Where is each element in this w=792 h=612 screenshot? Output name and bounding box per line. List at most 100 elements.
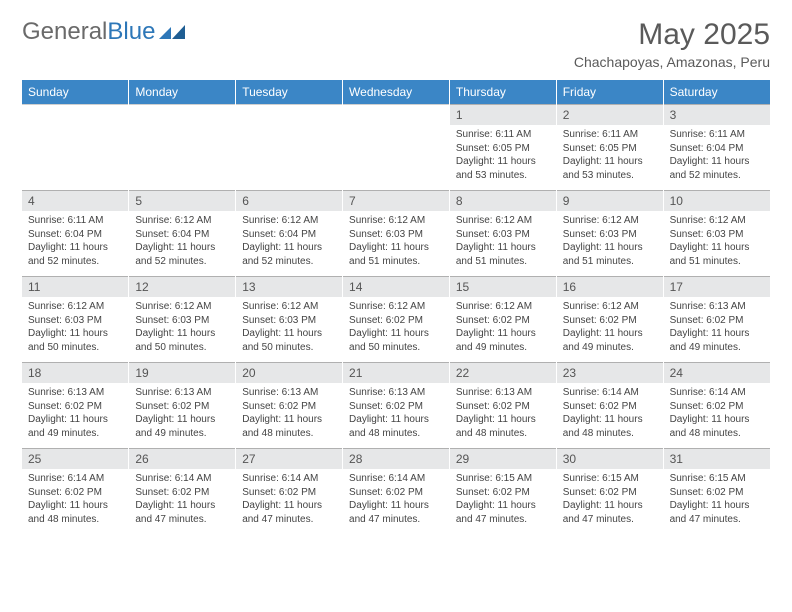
- date-content-cell: Sunrise: 6:11 AMSunset: 6:04 PMDaylight:…: [22, 211, 129, 277]
- page-subtitle: Chachapoyas, Amazonas, Peru: [574, 54, 770, 70]
- date-content-row: Sunrise: 6:14 AM Sunset: 6:02 PM Daylight:…: [22, 469, 770, 534]
- sunrise-line: Sunrise: 6:13 AM: [670, 300, 764, 314]
- date-content-cell: Sunrise: 6:14 AMSunset: 6:02 PMDaylight:…: [556, 383, 663, 449]
- date-content-cell: Sunrise: 6:13 AMSunset: 6:02 PMDaylight:…: [22, 383, 129, 449]
- date-content-cell: Sunrise: 6:14 AMSunset: 6:02 PMDaylight:…: [663, 383, 770, 449]
- date-content-cell: Sunrise: 6:14 AMSunset: 6:02 PMDaylight:…: [236, 469, 343, 534]
- date-content-cell: Sunrise: 6:12 AMSunset: 6:02 PMDaylight:…: [449, 297, 556, 363]
- date-content-row: Sunrise: 6:11 AMSunset: 6:05 PMDaylight:…: [22, 125, 770, 191]
- sunrise-line: Sunrise: 6:11 AM: [28, 214, 122, 228]
- sunset-line: Sunset: 6:04 PM: [242, 228, 336, 242]
- sunset-line: Sunset: 6:02 PM: [456, 486, 550, 500]
- sunset-line: Sunset: 6:02 PM: [349, 314, 443, 328]
- date-number-cell: 23: [556, 363, 663, 384]
- date-content-cell: Sunrise: 6:13 AMSunset: 6:02 PMDaylight:…: [236, 383, 343, 449]
- date-number-row: 11121314151617: [22, 277, 770, 298]
- date-number-cell: 26: [129, 449, 236, 470]
- date-number-cell: 10: [663, 191, 770, 212]
- date-number-cell: 17: [663, 277, 770, 298]
- page-title: May 2025: [574, 18, 770, 52]
- sunrise-line: Sunrise: 6:12 AM: [456, 214, 550, 228]
- calendar-table: Sunday Monday Tuesday Wednesday Thursday…: [22, 80, 770, 534]
- date-content-cell: [343, 125, 450, 191]
- sunrise-line: Sunrise: 6:14 AM: [135, 472, 229, 486]
- date-number-row: 25262728293031: [22, 449, 770, 470]
- daylight-line: Daylight: 11 hours and 48 minutes.: [670, 413, 764, 440]
- sunset-line: Sunset: 6:03 PM: [670, 228, 764, 242]
- date-content-cell: Sunrise: 6:12 AMSunset: 6:04 PMDaylight:…: [236, 211, 343, 277]
- daylight-line: Daylight: 11 hours and 48 minutes.: [28, 499, 122, 526]
- daylight-line: Daylight: 11 hours and 48 minutes.: [242, 413, 336, 440]
- sunrise-line: Sunrise: 6:12 AM: [349, 214, 443, 228]
- date-content-cell: [22, 125, 129, 191]
- sunset-line: Sunset: 6:03 PM: [456, 228, 550, 242]
- date-number-cell: 27: [236, 449, 343, 470]
- date-content-row: Sunrise: 6:12 AMSunset: 6:03 PMDaylight:…: [22, 297, 770, 363]
- date-number-cell: 31: [663, 449, 770, 470]
- date-number-cell: 28: [343, 449, 450, 470]
- date-content-cell: Sunrise: 6:12 AMSunset: 6:03 PMDaylight:…: [663, 211, 770, 277]
- date-number-cell: 3: [663, 105, 770, 126]
- daylight-line: Daylight: 11 hours and 53 minutes.: [456, 155, 550, 182]
- daylight-line: Daylight: 11 hours and 47 minutes.: [349, 499, 443, 526]
- sunrise-line: Sunrise: 6:11 AM: [563, 128, 657, 142]
- date-content-cell: Sunrise: 6:11 AMSunset: 6:05 PMDaylight:…: [449, 125, 556, 191]
- sunset-line: Sunset: 6:03 PM: [135, 314, 229, 328]
- date-content-cell: Sunrise: 6:15 AMSunset: 6:02 PMDaylight:…: [663, 469, 770, 534]
- date-number-cell: 15: [449, 277, 556, 298]
- date-number-cell: [343, 105, 450, 126]
- date-content-cell: Sunrise: 6:12 AMSunset: 6:03 PMDaylight:…: [343, 211, 450, 277]
- sunset-line: Sunset: 6:05 PM: [563, 142, 657, 156]
- sunset-line: Sunset: 6:02 PM: [28, 400, 122, 414]
- date-number-cell: [22, 105, 129, 126]
- sunrise-line: Sunrise: 6:15 AM: [456, 472, 550, 486]
- calendar-page: GeneralBlue May 2025 Chachapoyas, Amazon…: [0, 0, 792, 544]
- page-header: GeneralBlue May 2025 Chachapoyas, Amazon…: [22, 18, 770, 70]
- date-number-cell: 20: [236, 363, 343, 384]
- date-number-cell: 8: [449, 191, 556, 212]
- sunrise-line: Sunrise: 6:11 AM: [456, 128, 550, 142]
- date-number-cell: 14: [343, 277, 450, 298]
- daylight-line: Daylight: 11 hours and 52 minutes.: [670, 155, 764, 182]
- sunrise-line: Sunrise: 6:11 AM: [670, 128, 764, 142]
- daylight-line: Daylight: 11 hours and 49 minutes.: [670, 327, 764, 354]
- date-number-cell: 16: [556, 277, 663, 298]
- sunrise-line: Sunrise: 6:12 AM: [135, 214, 229, 228]
- sunset-line: Sunset: 6:04 PM: [135, 228, 229, 242]
- daylight-line: Daylight: 11 hours and 49 minutes.: [563, 327, 657, 354]
- date-number-cell: 2: [556, 105, 663, 126]
- daylight-line: Daylight: 11 hours and 51 minutes.: [349, 241, 443, 268]
- daylight-line: Daylight: 11 hours and 50 minutes.: [242, 327, 336, 354]
- sunrise-line: Sunrise: 6:14 AM: [670, 386, 764, 400]
- daylight-line: Daylight: 11 hours and 47 minutes.: [135, 499, 229, 526]
- sunset-line: Sunset: 6:02 PM: [242, 400, 336, 414]
- date-number-cell: 12: [129, 277, 236, 298]
- date-content-cell: Sunrise: 6:13 AMSunset: 6:02 PMDaylight:…: [343, 383, 450, 449]
- date-content-cell: Sunrise: 6:12 AMSunset: 6:03 PMDaylight:…: [22, 297, 129, 363]
- date-number-cell: 19: [129, 363, 236, 384]
- title-block: May 2025 Chachapoyas, Amazonas, Peru: [574, 18, 770, 70]
- day-header: Thursday: [449, 80, 556, 105]
- daylight-line: Daylight: 11 hours and 50 minutes.: [135, 327, 229, 354]
- date-number-cell: 7: [343, 191, 450, 212]
- date-content-row: Sunrise: 6:13 AMSunset: 6:02 PMDaylight:…: [22, 383, 770, 449]
- logo-mark-icon: [159, 18, 185, 46]
- daylight-line: Daylight: 11 hours and 48 minutes.: [563, 413, 657, 440]
- logo-text-2: Blue: [107, 18, 155, 46]
- daylight-line: Daylight: 11 hours and 51 minutes.: [670, 241, 764, 268]
- date-content-cell: Sunrise: 6:11 AMSunset: 6:04 PMDaylight:…: [663, 125, 770, 191]
- calendar-body: 123Sunrise: 6:11 AMSunset: 6:05 PMDaylig…: [22, 105, 770, 535]
- sunrise-line: Sunrise: 6:12 AM: [670, 214, 764, 228]
- daylight-line: Daylight: 11 hours and 48 minutes.: [456, 413, 550, 440]
- day-header: Tuesday: [236, 80, 343, 105]
- date-number-cell: 1: [449, 105, 556, 126]
- daylight-line: Daylight: 11 hours and 48 minutes.: [349, 413, 443, 440]
- sunset-line: Sunset: 6:04 PM: [28, 228, 122, 242]
- daylight-line: Daylight: 11 hours and 47 minutes.: [670, 499, 764, 526]
- sunset-line: Sunset: 6:02 PM: [456, 400, 550, 414]
- daylight-line: Daylight: 11 hours and 49 minutes.: [28, 413, 122, 440]
- date-number-cell: 11: [22, 277, 129, 298]
- date-number-cell: 5: [129, 191, 236, 212]
- sunrise-line: Sunrise: 6:13 AM: [349, 386, 443, 400]
- sunrise-line: Sunrise: 6:12 AM: [563, 300, 657, 314]
